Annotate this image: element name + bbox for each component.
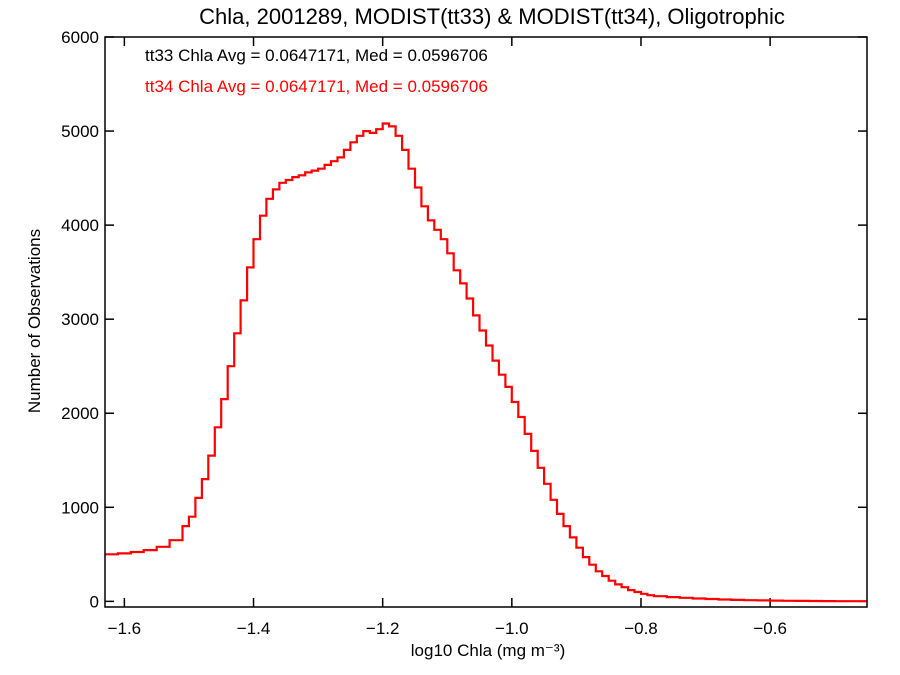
series-line [105, 122, 867, 603]
tt33-stats-annotation: tt33 Chla Avg = 0.0647171, Med = 0.05967… [145, 46, 488, 65]
y-tick-label: 4000 [61, 216, 99, 235]
x-tick-label: −1.6 [108, 619, 142, 638]
y-tick-label: 1000 [61, 498, 99, 517]
y-axis-label: Number of Observations [25, 229, 44, 413]
y-tick-label: 5000 [61, 122, 99, 141]
y-tick-label: 2000 [61, 404, 99, 423]
x-tick-label: −0.8 [624, 619, 658, 638]
x-tick-label: −0.6 [753, 619, 787, 638]
tt34-stats-annotation: tt34 Chla Avg = 0.0647171, Med = 0.05967… [145, 77, 488, 96]
chart-title: Chla, 2001289, MODIST(tt33) & MODIST(tt3… [199, 4, 785, 29]
x-tick-label: −1.0 [495, 619, 529, 638]
x-axis-label: log10 Chla (mg m⁻³) [411, 641, 565, 660]
x-tick-label: −1.4 [237, 619, 271, 638]
y-tick-label: 6000 [61, 28, 99, 47]
x-tick-label: −1.2 [366, 619, 400, 638]
y-tick-label: 0 [90, 592, 99, 611]
plot-frame [104, 36, 868, 608]
y-tick-label: 3000 [61, 310, 99, 329]
